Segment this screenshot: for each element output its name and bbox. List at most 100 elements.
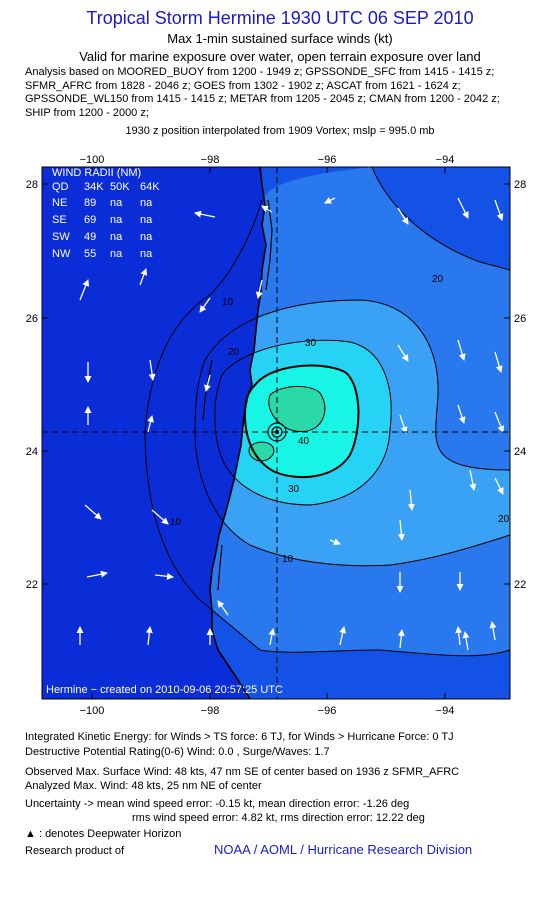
contour-line-20 <box>194 359 510 567</box>
wind-vector-arrow <box>399 414 408 434</box>
wind-vector-arrow <box>324 197 336 204</box>
lat-label-right: 28 <box>514 179 526 191</box>
research-label: Research product of <box>25 845 125 857</box>
wind-radii-row: SW 49 na na <box>52 231 153 243</box>
analysis-line: Analysis based on MOORED_BUOY from 1200 … <box>25 66 495 78</box>
contour-label: 40 <box>298 436 310 447</box>
wind-vector-arrow <box>199 297 211 313</box>
noaa-credit-link[interactable]: NOAA / AOML / Hurricane Research Divisio… <box>214 842 473 857</box>
wind-radii-legend: WIND RADII (NM) QD 34K 50K 64K NE 89 na na SE 69… <box>52 167 160 260</box>
wind-vector-arrow <box>86 570 108 578</box>
wind-radii-row: NE 89 na na <box>52 197 153 209</box>
position-note: 1930 z position interpolated from 1909 V… <box>125 125 435 137</box>
contour-line-core <box>268 386 326 433</box>
coastline <box>209 167 267 699</box>
deepwater-label: : denotes Deepwater Horizon <box>38 828 182 840</box>
lon-label-top: −94 <box>436 154 455 166</box>
lon-label-bottom: −100 <box>80 705 105 717</box>
wind-vector-arrow <box>139 268 148 286</box>
wind-vector-arrow <box>494 351 503 373</box>
plot-frame <box>41 166 511 700</box>
wind-vector-arrow <box>457 339 466 361</box>
land-texas-mexico <box>42 167 266 699</box>
wind-vector-arrow <box>151 509 169 525</box>
analysis-sources: Analysis based on MOORED_BUOY from 1200 … <box>25 66 555 120</box>
wind-vector-arrow <box>79 279 90 301</box>
wind-radii-row: SE 69 na na <box>52 214 153 226</box>
wind-vector-arrow <box>494 477 504 495</box>
lat-label-left: 24 <box>26 446 38 458</box>
contour-label: 30 <box>288 484 300 495</box>
wind-vector-arrow <box>204 374 211 392</box>
contour-label: 20 <box>228 347 240 358</box>
wind-vector-arrow <box>84 504 102 520</box>
wind-vector-arrow <box>397 519 405 541</box>
lat-label-left: 22 <box>26 579 38 591</box>
contour-line-20 <box>204 299 510 471</box>
axis-ticks <box>42 167 510 699</box>
axis-labels: −100 −100 −98 −98 −96 −96 −94 −94 28 28 26 26 24 24 22… <box>26 154 527 717</box>
contour-line-core <box>248 441 275 462</box>
analysis-line: GPSSONDE_WL150 from 1415 - 1415 z; METAR… <box>25 93 500 106</box>
dpr-text: Destructive Potential Rating(0-6) Wind: … <box>25 746 330 758</box>
lat-label-left: 26 <box>26 313 38 325</box>
lat-label-left: 28 <box>26 179 38 191</box>
oil-rig-icon: ▲ <box>25 828 36 840</box>
wind-vector-arrow <box>194 210 216 218</box>
wind-vector-arrow <box>145 626 153 646</box>
lon-label-bottom: −98 <box>201 705 220 717</box>
map-title: Tropical Storm Hermine 1930 UTC 06 SEP 2… <box>86 8 474 28</box>
wind-vector-arrow <box>268 628 276 646</box>
uncertainty-rms-text: rms wind speed error: 4.82 kt, rms direc… <box>132 812 425 824</box>
contour-labels: 10 10 20 20 20 30 30 40 10 <box>170 274 510 565</box>
wind-vector-arrow <box>397 629 405 649</box>
contour-line-10 <box>144 199 510 657</box>
wind-vector-arrow <box>407 489 415 511</box>
map-subtitle: Max 1-min sustained surface winds (kt) <box>167 31 393 46</box>
lon-label-top: −98 <box>201 154 220 166</box>
wind-vector-arrow <box>329 538 341 546</box>
wind-vector-arrow <box>339 626 347 646</box>
wind-radii-header: QD 34K 50K 64K <box>52 181 160 193</box>
analyzed-max-text: Analyzed Max. Wind: 48 kts, 25 nm NE of … <box>25 780 262 792</box>
contour-fill-layer: 10 10 20 20 20 30 30 40 10 WIND RADII (NM) QD 34K… <box>42 167 510 699</box>
wind-vector-arrow <box>457 404 466 424</box>
deepwater-note: ▲ : denotes Deepwater Horizon <box>25 828 181 840</box>
analysis-line: SHIP from 1200 - 2000 z; <box>25 106 149 119</box>
wind-vectors <box>76 197 505 651</box>
contour-label: 10 <box>170 517 182 528</box>
center-crosshair <box>42 167 510 699</box>
wind-vector-arrow <box>397 344 409 362</box>
wind-vector-arrow <box>494 411 505 433</box>
wind-radii-row: NW 55 na na <box>52 248 153 260</box>
contour-line-10 <box>371 167 510 271</box>
contour-label: 20 <box>432 274 444 285</box>
contour-core-sw <box>249 442 274 461</box>
wind-radii-rows: NE 89 na na SE 69 na na SW 49 na na NW 55 na na <box>52 197 153 260</box>
observed-max-text: Observed Max. Surface Wind: 48 kts, 47 n… <box>25 766 460 778</box>
lat-label-right: 22 <box>514 579 526 591</box>
wind-vector-arrow <box>469 469 477 491</box>
analysis-line: SFMR_AFRC from 1828 - 2046 z; GOES from … <box>25 79 461 92</box>
lon-label-top: −100 <box>80 154 105 166</box>
wind-radii-title: WIND RADII (NM) <box>52 167 141 179</box>
contour-label: 20 <box>498 514 510 525</box>
wind-vector-arrow <box>217 600 229 616</box>
lat-label-right: 24 <box>514 446 526 458</box>
wind-field-map: 10 10 20 20 20 30 30 40 10 WIND RADII (NM) QD 34K… <box>26 154 527 717</box>
wind-vector-arrow <box>397 207 409 225</box>
contour-label: 10 <box>282 554 294 565</box>
wind-vector-arrow <box>148 359 156 381</box>
created-credit: Hermine − created on 2010-09-06 20:57:25… <box>46 684 283 696</box>
lon-label-bottom: −94 <box>436 705 455 717</box>
lon-label-bottom: −96 <box>318 705 337 717</box>
contour-core-ne <box>268 386 325 432</box>
wind-vector-arrow <box>261 205 273 213</box>
contour-label: 10 <box>222 297 234 308</box>
exposure-note: Valid for marine exposure over water, op… <box>79 49 481 64</box>
uncertainty-text: Uncertainty -> mean wind speed error: -0… <box>25 798 410 810</box>
wind-vector-arrow <box>147 415 154 433</box>
wind-vector-arrow <box>154 572 174 580</box>
wind-vector-arrow <box>489 621 497 641</box>
wind-vector-arrow <box>457 197 469 219</box>
